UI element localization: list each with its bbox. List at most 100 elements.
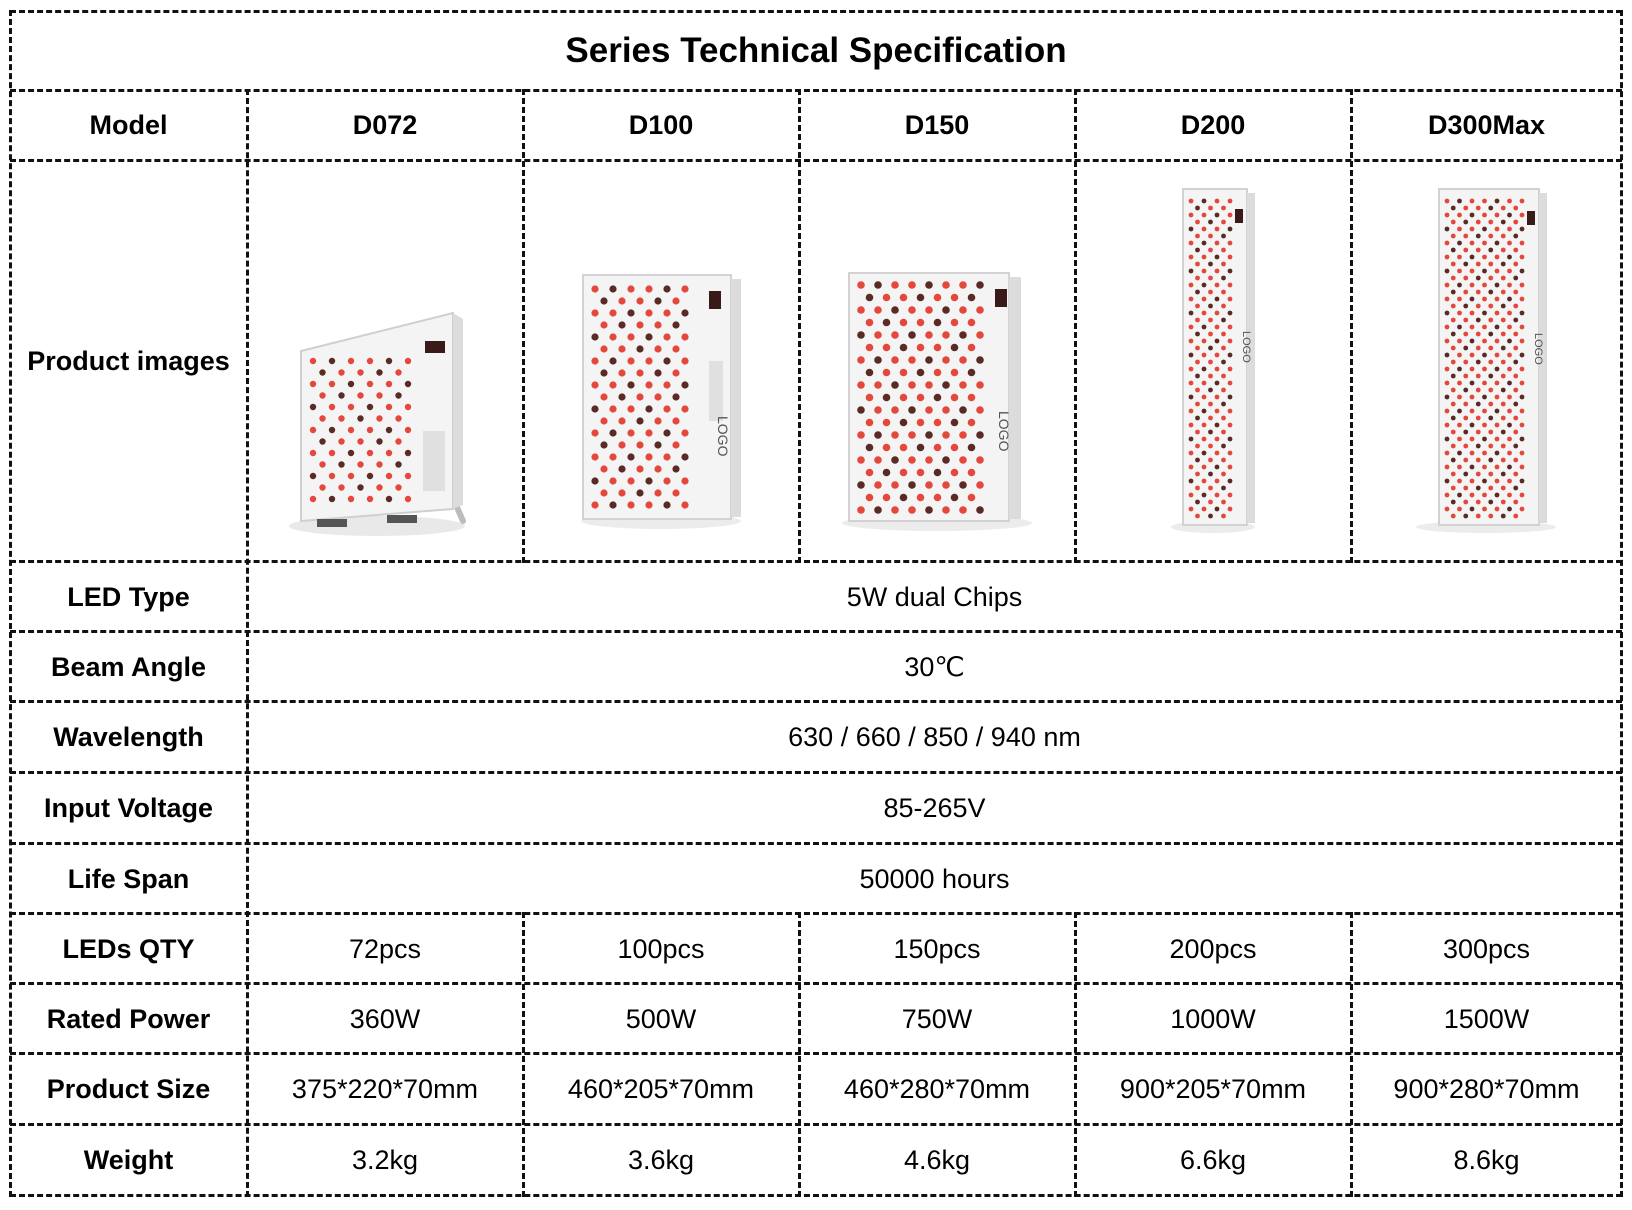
led-dot xyxy=(908,306,916,314)
led-dot xyxy=(1463,373,1469,379)
led-dot xyxy=(1201,338,1207,344)
led-dot xyxy=(942,406,950,414)
led-dot xyxy=(600,369,608,377)
led-dot xyxy=(328,380,336,388)
led-dot xyxy=(654,417,662,425)
led-dot xyxy=(654,297,662,305)
led-dot xyxy=(1214,198,1220,204)
led-dot xyxy=(1188,408,1194,414)
led-dot xyxy=(1450,359,1456,365)
led-dot xyxy=(609,477,617,485)
led-dot xyxy=(395,461,402,468)
led-dot xyxy=(1500,443,1506,449)
led-dot xyxy=(1188,324,1194,330)
led-dot xyxy=(1494,422,1500,428)
led-dot xyxy=(347,449,355,457)
led-dot xyxy=(1475,275,1481,281)
led-dot xyxy=(1444,394,1450,400)
led-dot xyxy=(1444,282,1450,288)
led-dot xyxy=(1463,471,1469,477)
led-dot xyxy=(672,393,680,401)
led-dot xyxy=(1188,296,1194,302)
led-dot xyxy=(357,369,364,376)
led-dot xyxy=(865,468,874,477)
led-dot xyxy=(347,426,355,434)
led-dot xyxy=(976,406,984,414)
header-model: D200 xyxy=(1180,109,1246,140)
led-dot xyxy=(1507,394,1512,400)
led-dot xyxy=(1227,198,1233,204)
led-dot xyxy=(1444,254,1450,260)
product-image-d072 xyxy=(247,161,523,561)
led-dot xyxy=(627,501,635,509)
grid-line xyxy=(10,630,1622,633)
led-dot xyxy=(1195,289,1200,295)
led-dot xyxy=(1482,436,1487,442)
led-dot xyxy=(395,484,402,491)
led-dot xyxy=(959,456,967,464)
led-dot xyxy=(1450,485,1456,491)
led-dot xyxy=(1201,198,1207,204)
led-dot xyxy=(627,405,635,413)
led-dot xyxy=(1457,352,1462,358)
led-dot xyxy=(1513,205,1519,211)
led-dot xyxy=(645,333,653,341)
led-dot xyxy=(627,453,635,461)
led-dot xyxy=(1201,492,1207,498)
led-dot xyxy=(1513,317,1519,323)
led-dot xyxy=(1482,450,1487,456)
led-dot xyxy=(1444,212,1450,218)
led-dot xyxy=(1214,450,1220,456)
value-cell: 72pcs xyxy=(348,933,422,964)
led-dot xyxy=(874,381,882,389)
led-dot xyxy=(1494,226,1500,232)
led-dot xyxy=(1444,478,1450,484)
led-dot xyxy=(672,441,680,449)
led-dot xyxy=(309,495,317,503)
led-dot xyxy=(1208,275,1213,281)
led-dot xyxy=(899,418,908,427)
led-dot xyxy=(1494,310,1500,316)
led-dot xyxy=(1500,485,1506,491)
led-dot xyxy=(1214,226,1220,232)
led-dot xyxy=(925,506,933,514)
led-dot xyxy=(1188,282,1194,288)
led-dot xyxy=(1500,289,1506,295)
led-dot xyxy=(627,357,635,365)
led-dot xyxy=(681,357,689,365)
led-dot xyxy=(645,309,653,317)
grid-line xyxy=(246,89,249,1197)
led-dot xyxy=(882,493,891,502)
led-dot xyxy=(1221,289,1226,295)
led-dot xyxy=(1488,443,1494,449)
led-dot xyxy=(1201,464,1207,470)
value-cell: 1000W xyxy=(1170,1003,1256,1034)
led-dot xyxy=(1457,366,1462,372)
led-dot xyxy=(309,426,317,434)
led-dot xyxy=(1519,492,1525,498)
led-dot xyxy=(376,438,383,445)
led-dot xyxy=(1475,261,1481,267)
led-dot xyxy=(1482,338,1487,344)
led-dot xyxy=(319,415,326,422)
led-dot xyxy=(1513,513,1519,519)
led-dot xyxy=(1221,317,1226,323)
led-dot xyxy=(1201,506,1207,512)
led-dot xyxy=(1214,422,1220,428)
led-dot xyxy=(942,381,950,389)
led-dot xyxy=(1188,450,1194,456)
led-dot xyxy=(882,343,891,352)
led-dot xyxy=(1188,478,1194,484)
led-dot xyxy=(916,318,925,327)
led-dot xyxy=(681,381,689,389)
led-dot xyxy=(338,415,345,422)
led-dot xyxy=(959,406,967,414)
led-dot xyxy=(865,293,874,302)
led-dot xyxy=(1221,471,1226,477)
led-dot xyxy=(1488,373,1494,379)
led-dot xyxy=(891,331,899,339)
led-dot xyxy=(908,381,916,389)
led-dot xyxy=(366,357,374,365)
led-dot xyxy=(618,345,626,353)
led-dot xyxy=(1507,268,1512,274)
